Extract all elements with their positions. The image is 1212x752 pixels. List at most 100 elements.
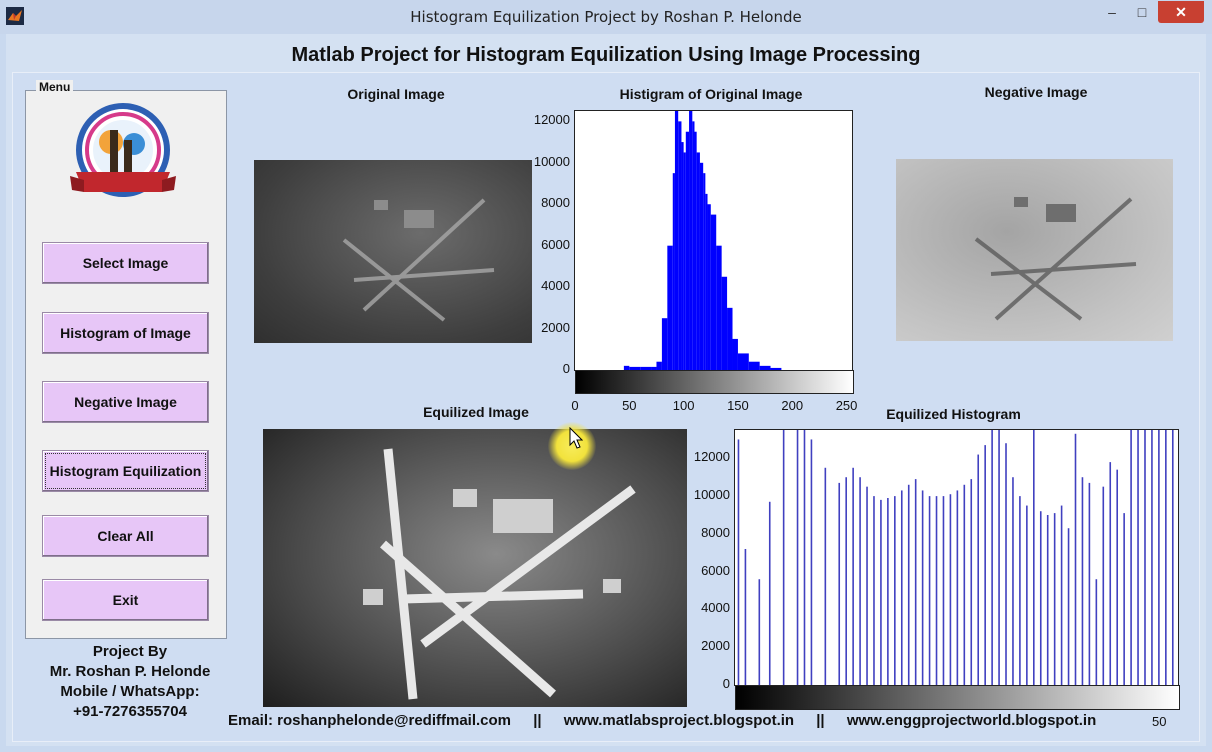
equalized-histogram-bar bbox=[1039, 511, 1042, 685]
equalized-histogram-bar bbox=[758, 579, 761, 685]
original-histogram-bar bbox=[703, 173, 706, 370]
maximize-button[interactable]: □ bbox=[1137, 4, 1147, 20]
original-histogram-bar bbox=[640, 366, 652, 370]
original-histogram-bar bbox=[672, 173, 675, 370]
equalized-histogram-bar bbox=[810, 439, 813, 685]
original-histogram-bar bbox=[716, 245, 722, 370]
credits-line-4: +91-7276355704 bbox=[73, 703, 187, 720]
equalized-histogram-bar bbox=[970, 479, 973, 685]
equalized-histogram-ytick: 6000 bbox=[701, 562, 730, 578]
equalized-histogram-bar bbox=[1130, 430, 1132, 685]
equalized-histogram-ytick: 4000 bbox=[701, 600, 730, 616]
original-histogram-bar bbox=[737, 353, 749, 370]
negative-image-label: Negative Image bbox=[984, 84, 1088, 100]
original-histogram-ytick: 0 bbox=[562, 361, 570, 376]
equalized-histogram-bar bbox=[977, 454, 980, 685]
minimize-button[interactable]: – bbox=[1108, 4, 1116, 20]
equalized-histogram-bar bbox=[887, 498, 889, 685]
equalized-histogram-bar bbox=[744, 549, 747, 685]
equalized-histogram-ytick: 2000 bbox=[701, 638, 730, 654]
equalized-histogram-bar bbox=[894, 496, 896, 685]
page-title: Matlab Project for Histogram Equilizatio… bbox=[291, 44, 921, 66]
footer-contact: Email: roshanphelonde@rediffmail.com || … bbox=[228, 712, 1168, 729]
histogram-equalization-button[interactable]: Histogram Equilization bbox=[42, 450, 209, 492]
original-histogram-bar bbox=[721, 276, 728, 370]
close-button[interactable]: ✕ bbox=[1158, 1, 1204, 23]
equalized-histogram-bar bbox=[900, 490, 903, 685]
equalized-histogram-bar bbox=[824, 467, 827, 685]
original-histogram-xtick: 0 bbox=[571, 398, 579, 413]
equalized-histogram-ytick: 8000 bbox=[701, 524, 730, 540]
project-credits: Project By Mr. Roshan P. Helonde Mobile … bbox=[20, 642, 240, 722]
clear-all-button[interactable]: Clear All bbox=[42, 515, 209, 557]
original-histogram-bar bbox=[699, 162, 704, 370]
original-histogram-bar bbox=[685, 131, 690, 370]
original-histogram-ytick: 4000 bbox=[541, 278, 570, 294]
matlab-app-icon bbox=[6, 7, 24, 25]
credits-line-3: Mobile / WhatsApp: bbox=[60, 683, 200, 700]
equalized-histogram-bar bbox=[1053, 513, 1056, 685]
equalized-histogram-bar bbox=[956, 490, 959, 685]
original-histogram-bar bbox=[710, 214, 717, 370]
equalized-histogram-label: Equilized Histogram bbox=[886, 406, 1021, 422]
figure-client-area: Matlab Project for Histogram Equilizatio… bbox=[6, 34, 1206, 746]
footer-site-1: www.matlabsproject.blogspot.in bbox=[563, 712, 795, 729]
footer-site-2: www.enggprojectworld.blogspot.in bbox=[846, 712, 1097, 729]
equalized-histogram-bar bbox=[1144, 430, 1146, 685]
equalized-histogram-bar bbox=[1046, 515, 1049, 685]
original-histogram-bar bbox=[656, 361, 662, 370]
footer-separator-2: || bbox=[816, 712, 825, 729]
equalized-histogram-bar bbox=[1109, 462, 1112, 685]
original-histogram-ytick: 12000 bbox=[533, 112, 570, 128]
credits-line-1: Project By bbox=[92, 643, 168, 660]
original-histogram-bar bbox=[651, 366, 657, 370]
equalized-histogram-bar bbox=[921, 490, 924, 685]
original-histogram-bar bbox=[727, 307, 733, 370]
equalized-histogram-bar bbox=[935, 496, 938, 685]
equalized-histogram-bar bbox=[838, 482, 841, 685]
equalized-histogram-bar bbox=[1033, 430, 1035, 685]
equalized-histogram-svg bbox=[737, 430, 1174, 685]
rh-logo bbox=[70, 103, 176, 197]
negative-image-button[interactable]: Negative Image bbox=[42, 381, 209, 423]
equalized-histogram-bar bbox=[1067, 528, 1070, 685]
original-histogram-bar bbox=[692, 121, 695, 370]
original-histogram-colorbar bbox=[575, 370, 854, 394]
select-image-button[interactable]: Select Image bbox=[42, 242, 209, 284]
equalized-histogram-bar bbox=[1088, 482, 1091, 685]
original-histogram-ytick: 6000 bbox=[541, 236, 570, 252]
equalized-histogram-bar bbox=[852, 467, 854, 685]
negative-image bbox=[896, 159, 1173, 341]
equalized-histogram-bar bbox=[907, 484, 910, 685]
equalized-histogram-bar bbox=[1074, 433, 1077, 685]
original-histogram-bar bbox=[770, 367, 782, 370]
histogram-of-image-button[interactable]: Histogram of Image bbox=[42, 312, 209, 354]
original-histogram-bar bbox=[748, 361, 760, 370]
original-histogram-bar bbox=[678, 121, 682, 370]
equalized-histogram-bar bbox=[1060, 505, 1063, 685]
original-histogram-bar bbox=[705, 193, 708, 370]
original-histogram-bar bbox=[694, 131, 697, 370]
original-histogram-xtick: 50 bbox=[622, 398, 637, 413]
equalized-histogram-ytick: 12000 bbox=[693, 449, 730, 465]
original-histogram-plot bbox=[574, 100, 853, 371]
original-histogram-bar bbox=[661, 318, 668, 370]
original-histogram-ytick: 10000 bbox=[533, 153, 570, 169]
original-histogram-bar bbox=[696, 152, 700, 370]
credits-line-2: Mr. Roshan P. Helonde bbox=[49, 663, 211, 680]
equalized-image-label: Equilized Image bbox=[423, 404, 529, 420]
equalized-histogram-bar bbox=[737, 439, 740, 685]
equalized-histogram-bar bbox=[768, 501, 771, 685]
equalized-histogram-bar bbox=[1158, 430, 1160, 685]
equalized-histogram-bar bbox=[1081, 477, 1084, 685]
menu-legend: Menu bbox=[36, 80, 74, 94]
original-histogram-bar bbox=[683, 152, 686, 370]
exit-button[interactable]: Exit bbox=[42, 579, 209, 621]
equalized-histogram-bar bbox=[1171, 430, 1174, 685]
equalized-histogram-bar bbox=[1095, 579, 1098, 685]
equalized-histogram-bar bbox=[1151, 430, 1153, 685]
equalized-histogram-bar bbox=[942, 496, 945, 685]
original-histogram-bar bbox=[629, 366, 641, 370]
equalized-histogram-bar bbox=[1026, 505, 1028, 685]
footer-separator-1: || bbox=[533, 712, 542, 729]
